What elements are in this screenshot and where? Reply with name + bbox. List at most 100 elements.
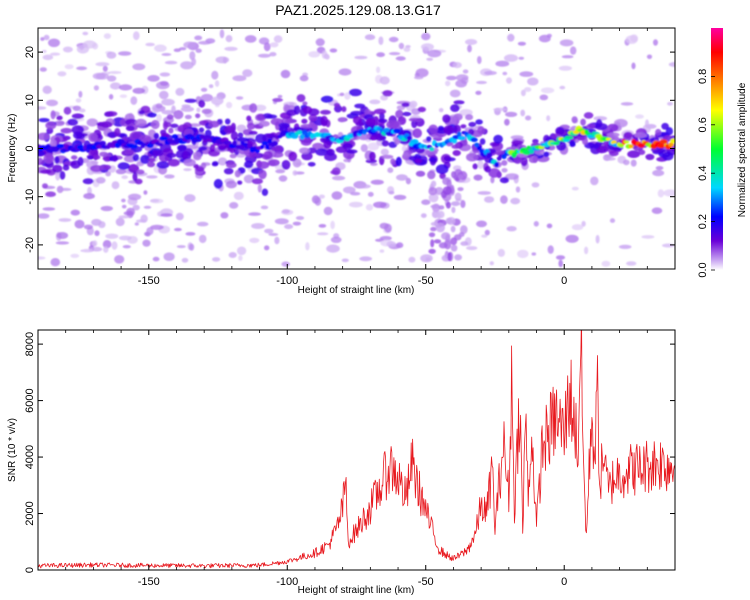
- heatmap-noise-cell: [667, 101, 673, 106]
- heatmap-noise-cell: [214, 80, 220, 87]
- heatmap-band-cell: [595, 123, 608, 131]
- heatmap-band-cell: [499, 177, 509, 184]
- spectrogram-y-tick-label: -10: [24, 189, 36, 205]
- heatmap-noise-cell: [174, 227, 182, 232]
- spectrogram-y-tick-label: 20: [24, 46, 36, 58]
- heatmap-band-cell: [583, 112, 594, 119]
- heatmap-band-cell: [323, 141, 332, 149]
- heatmap-band-cell: [230, 131, 238, 141]
- heatmap-band-cell: [403, 151, 409, 157]
- heatmap-band-cell: [378, 118, 388, 123]
- heatmap-core-cell: [406, 135, 413, 141]
- heatmap-band-cell: [352, 116, 363, 125]
- heatmap-noise-cell: [219, 29, 225, 39]
- heatmap-noise-cell: [235, 96, 244, 100]
- heatmap-band-cell: [261, 188, 269, 196]
- heatmap-noise-cell: [295, 216, 305, 220]
- heatmap-tail-cell: [430, 180, 437, 188]
- heatmap-band-cell: [623, 131, 633, 139]
- heatmap-noise-cell: [426, 57, 434, 61]
- heatmap-noise-cell: [161, 110, 175, 115]
- heatmap-tail-cell: [445, 217, 453, 225]
- heatmap-noise-cell: [236, 246, 247, 256]
- heatmap-noise-cell: [540, 87, 555, 94]
- heatmap-noise-cell: [367, 191, 374, 197]
- heatmap-noise-cell: [50, 52, 61, 56]
- heatmap-noise-cell: [477, 56, 482, 64]
- heatmap-noise-cell: [196, 221, 209, 227]
- heatmap-noise-cell: [243, 174, 254, 184]
- heatmap-band-cell: [125, 149, 135, 155]
- heatmap-noise-cell: [662, 243, 675, 248]
- heatmap-band-cell: [268, 159, 280, 167]
- heatmap-noise-cell: [55, 241, 70, 245]
- heatmap-band-cell: [213, 178, 223, 189]
- heatmap-core-cell: [668, 142, 674, 147]
- spectrogram-x-tick-label: -100: [276, 275, 298, 287]
- snr-x-tick-label: -150: [138, 576, 160, 588]
- heatmap-tail-cell: [457, 174, 464, 180]
- heatmap-noise-cell: [477, 191, 491, 195]
- heatmap-band-cell: [244, 160, 254, 169]
- heatmap-noise-cell: [450, 225, 456, 233]
- heatmap-band-cell: [266, 133, 275, 138]
- heatmap-band-cell: [53, 120, 65, 126]
- heatmap-band-cell: [71, 113, 84, 119]
- snr-series-line: [38, 330, 675, 569]
- snr-frame: [37, 329, 676, 571]
- heatmap-tail-cell: [454, 254, 462, 261]
- heatmap-noise-cell: [438, 108, 444, 113]
- heatmap-noise-cell: [115, 168, 127, 175]
- heatmap-band-cell: [426, 136, 432, 142]
- heatmap-noise-cell: [42, 207, 56, 211]
- heatmap-noise-cell: [370, 179, 384, 185]
- heatmap-noise-cell: [196, 107, 201, 113]
- heatmap-band-cell: [226, 162, 237, 169]
- heatmap-noise-cell: [132, 87, 146, 94]
- heatmap-noise-cell: [159, 81, 169, 86]
- heatmap-noise-cell: [275, 169, 286, 174]
- heatmap-noise-cell: [128, 193, 142, 201]
- heatmap-band-cell: [70, 155, 78, 160]
- heatmap-noise-cell: [145, 42, 155, 47]
- heatmap-noise-cell: [102, 65, 108, 72]
- heatmap-noise-cell: [517, 41, 527, 46]
- heatmap-noise-cell: [183, 168, 192, 172]
- heatmap-noise-cell: [398, 42, 405, 50]
- heatmap-band-cell: [177, 145, 187, 152]
- heatmap-band-cell: [299, 147, 310, 154]
- heatmap-noise-cell: [118, 84, 133, 91]
- heatmap-noise-cell: [38, 256, 46, 260]
- heatmap-band-cell: [543, 151, 550, 157]
- heatmap-noise-cell: [539, 94, 549, 101]
- heatmap-band-cell: [296, 94, 306, 103]
- heatmap-band-cell: [348, 88, 362, 97]
- heatmap-noise-cell: [103, 33, 111, 39]
- heatmap-noise-cell: [211, 70, 219, 80]
- heatmap-noise-cell: [343, 186, 356, 194]
- heatmap-noise-cell: [520, 89, 526, 97]
- heatmap-noise-cell: [531, 182, 540, 188]
- heatmap-noise-cell: [623, 159, 630, 166]
- heatmap-band-cell: [211, 162, 219, 167]
- heatmap-band-cell: [237, 180, 243, 185]
- heatmap-noise-cell: [161, 98, 175, 106]
- heatmap-core-cell: [494, 162, 499, 168]
- heatmap-noise-cell: [180, 106, 194, 112]
- heatmap-noise-cell: [82, 248, 93, 253]
- heatmap-noise-cell: [258, 53, 271, 58]
- heatmap-band-cell: [302, 106, 313, 114]
- heatmap-band-cell: [365, 118, 376, 127]
- colorbar-tick-label: 0.2: [697, 214, 709, 229]
- heatmap-noise-cell: [62, 46, 73, 53]
- heatmap-tail-cell: [438, 205, 445, 210]
- heatmap-band-cell: [326, 148, 335, 156]
- heatmap-noise-cell: [184, 194, 196, 203]
- heatmap-band-cell: [395, 156, 402, 167]
- heatmap-band-cell: [67, 118, 79, 126]
- heatmap-band-cell: [465, 114, 474, 121]
- snr-x-tick-label: 0: [561, 576, 567, 588]
- heatmap-noise-cell: [96, 177, 106, 184]
- heatmap-band-cell: [394, 138, 400, 145]
- heatmap-band-cell: [201, 108, 212, 115]
